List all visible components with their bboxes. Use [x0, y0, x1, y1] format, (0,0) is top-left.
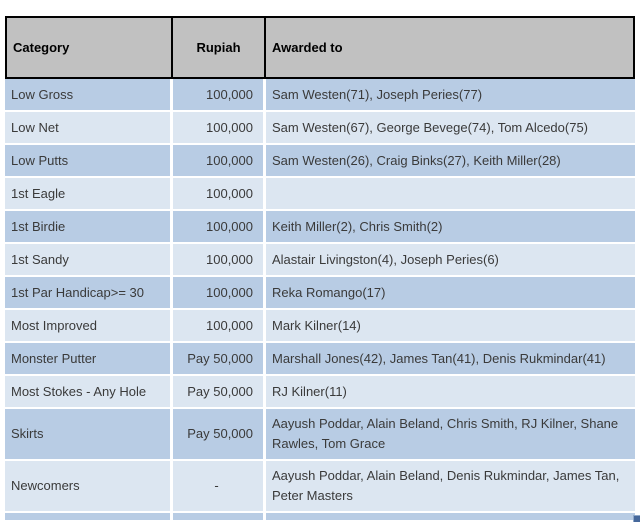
cell-rupiah: Pay 50,000 — [173, 376, 266, 409]
cell-awarded — [266, 178, 635, 211]
cell-rupiah: 100,000 — [173, 145, 266, 178]
cell-category: Low Net — [5, 112, 173, 145]
cell-awarded: Sam Westen(71), Joseph Peries(77) — [266, 79, 635, 112]
header-rupiah: Rupiah — [173, 16, 266, 79]
partial-cell — [266, 513, 635, 520]
cell-rupiah: Pay 50,000 — [173, 409, 266, 461]
cell-rupiah: 100,000 — [173, 244, 266, 277]
cell-rupiah: 100,000 — [173, 310, 266, 343]
table-row: Most Improved 100,000 Mark Kilner(14) — [5, 310, 635, 343]
cell-awarded: Mark Kilner(14) — [266, 310, 635, 343]
cell-category: Low Putts — [5, 145, 173, 178]
cell-category: 1st Eagle — [5, 178, 173, 211]
cell-category: Monster Putter — [5, 343, 173, 376]
cell-awarded: Alastair Livingston(4), Joseph Peries(6) — [266, 244, 635, 277]
cell-rupiah: 100,000 — [173, 112, 266, 145]
cell-category: Most Improved — [5, 310, 173, 343]
table-row: Monster Putter Pay 50,000 Marshall Jones(4… — [5, 343, 635, 376]
table-header: Category Rupiah Awarded to — [5, 16, 635, 79]
cell-awarded: Sam Westen(67), George Bevege(74), Tom A… — [266, 112, 635, 145]
cell-rupiah: 100,000 — [173, 277, 266, 310]
cell-category: Skirts — [5, 409, 173, 461]
cell-rupiah: Pay 50,000 — [173, 343, 266, 376]
table-row: 1st Sandy 100,000 Alastair Livingston(4), … — [5, 244, 635, 277]
cell-category: 1st Birdie — [5, 211, 173, 244]
table-row: Low Gross 100,000 Sam Westen(71), Joseph P… — [5, 79, 635, 112]
cell-rupiah: - — [173, 461, 266, 513]
cell-category: Newcomers — [5, 461, 173, 513]
table-row: Low Putts 100,000 Sam Westen(26), Craig Bi… — [5, 145, 635, 178]
table-body: Low Gross 100,000 Sam Westen(71), Joseph P… — [5, 79, 635, 513]
cell-awarded: Aayush Poddar, Alain Beland, Chris Smith… — [266, 409, 635, 461]
cell-rupiah: 100,000 — [173, 178, 266, 211]
table-row: Skirts Pay 50,000 Aayush Poddar, Alain Bel… — [5, 409, 635, 461]
cell-awarded: RJ Kilner(11) — [266, 376, 635, 409]
partial-cell — [173, 513, 266, 520]
resize-handle-icon — [633, 515, 640, 522]
table-row: 1st Birdie 100,000 Keith Miller(2), Chris … — [5, 211, 635, 244]
table-row: 1st Par Handicap>= 30 100,000 Reka Romango… — [5, 277, 635, 310]
cell-awarded: Reka Romango(17) — [266, 277, 635, 310]
table-footer — [5, 513, 635, 520]
cell-awarded: Keith Miller(2), Chris Smith(2) — [266, 211, 635, 244]
partial-next-row — [5, 513, 635, 520]
awards-table: Category Rupiah Awarded to Low Gross 100,… — [5, 16, 635, 520]
cell-category: 1st Sandy — [5, 244, 173, 277]
cell-category: 1st Par Handicap>= 30 — [5, 277, 173, 310]
header-category: Category — [5, 16, 173, 79]
header-row: Category Rupiah Awarded to — [5, 16, 635, 79]
cell-awarded: Aayush Poddar, Alain Beland, Denis Rukmi… — [266, 461, 635, 513]
header-awarded-to: Awarded to — [266, 16, 635, 79]
cell-category: Low Gross — [5, 79, 173, 112]
table-row: 1st Eagle 100,000 — [5, 178, 635, 211]
cell-rupiah: 100,000 — [173, 211, 266, 244]
cell-category: Most Stokes - Any Hole — [5, 376, 173, 409]
table-row: Most Stokes - Any Hole Pay 50,000 RJ Kilne… — [5, 376, 635, 409]
table-row: Newcomers - Aayush Poddar, Alain Beland, D… — [5, 461, 635, 513]
cell-awarded: Marshall Jones(42), James Tan(41), Denis… — [266, 343, 635, 376]
cell-awarded: Sam Westen(26), Craig Binks(27), Keith M… — [266, 145, 635, 178]
cell-rupiah: 100,000 — [173, 79, 266, 112]
table-row: Low Net 100,000 Sam Westen(67), George Bev… — [5, 112, 635, 145]
partial-cell — [5, 513, 173, 520]
